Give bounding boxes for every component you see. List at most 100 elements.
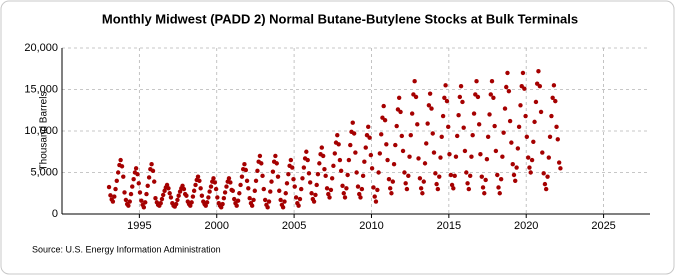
data-point [284,181,290,186]
data-point [471,111,477,116]
data-point [206,195,211,200]
data-point [311,199,317,204]
data-point [278,197,283,203]
data-point [252,188,258,193]
data-point [108,193,113,198]
data-point [464,170,469,175]
data-point [540,150,545,155]
data-point [197,178,202,183]
data-point [381,103,386,109]
data-point [509,140,514,145]
data-point [177,189,183,194]
data-point [511,172,517,178]
data-point [546,155,552,160]
data-point [461,125,466,130]
data-point [208,184,214,189]
data-point [496,185,501,190]
data-point [400,148,406,154]
data-point [128,191,134,197]
data-point [251,197,256,203]
data-point [150,168,156,174]
data-point [453,154,459,159]
data-point [452,173,457,179]
x-tick-label: 2020 [514,220,538,232]
data-point [290,165,295,170]
data-point [363,145,368,150]
data-point [399,133,405,139]
data-point [341,191,346,196]
data-point [144,191,149,197]
source-note: Source: U.S. Energy Information Administ… [32,244,221,254]
data-point [385,157,390,163]
data-point [340,183,345,188]
data-point [153,196,158,201]
data-point [336,142,341,147]
data-point [351,131,357,136]
y-tick-label: 5,000 [30,166,58,178]
data-point [462,148,468,154]
data-point [253,178,259,183]
data-point [275,174,281,179]
data-point [176,193,181,198]
data-point [262,197,268,203]
data-point [409,111,415,116]
data-point [416,156,421,161]
data-point [211,176,216,181]
data-point [532,119,537,125]
data-point [149,162,154,167]
data-point [160,192,166,198]
data-point [106,184,112,190]
data-point [420,191,425,196]
data-point [460,99,465,105]
data-point [382,118,388,123]
data-point [556,160,562,165]
chart-title: Monthly Midwest (PADD 2) Normal Butane-B… [102,11,578,26]
data-point [313,192,318,198]
data-point [389,191,394,196]
data-point [439,134,444,140]
data-point [131,176,136,182]
data-point [451,186,456,191]
data-point [237,191,242,196]
data-point [476,122,482,127]
data-point [135,171,140,177]
data-point [204,200,210,205]
data-point [238,182,243,188]
data-point [257,153,263,159]
data-point [195,174,201,179]
data-point [145,183,150,188]
data-point [220,201,225,207]
data-point [373,199,379,204]
data-point [435,186,441,192]
data-point [469,154,474,159]
data-point [242,162,247,167]
data-point [369,166,375,171]
data-point [269,179,274,184]
data-point [536,69,541,74]
data-point [488,92,493,97]
data-point [228,180,233,185]
data-point [366,124,371,130]
data-point [415,122,420,127]
data-point [526,155,531,160]
data-point [491,95,496,101]
data-point [326,191,331,197]
data-point [470,132,475,138]
data-point [118,157,123,163]
data-point [408,132,413,138]
data-point [260,173,265,179]
data-point [304,149,309,154]
data-point [322,166,327,172]
data-point [338,168,344,174]
data-point [542,181,548,187]
data-point [492,123,497,129]
data-point [446,124,451,130]
data-point [489,79,495,84]
data-point [332,151,338,156]
data-point [273,153,278,159]
data-point [327,195,332,200]
x-tick-label: 2015 [437,220,461,232]
data-point [234,203,239,208]
